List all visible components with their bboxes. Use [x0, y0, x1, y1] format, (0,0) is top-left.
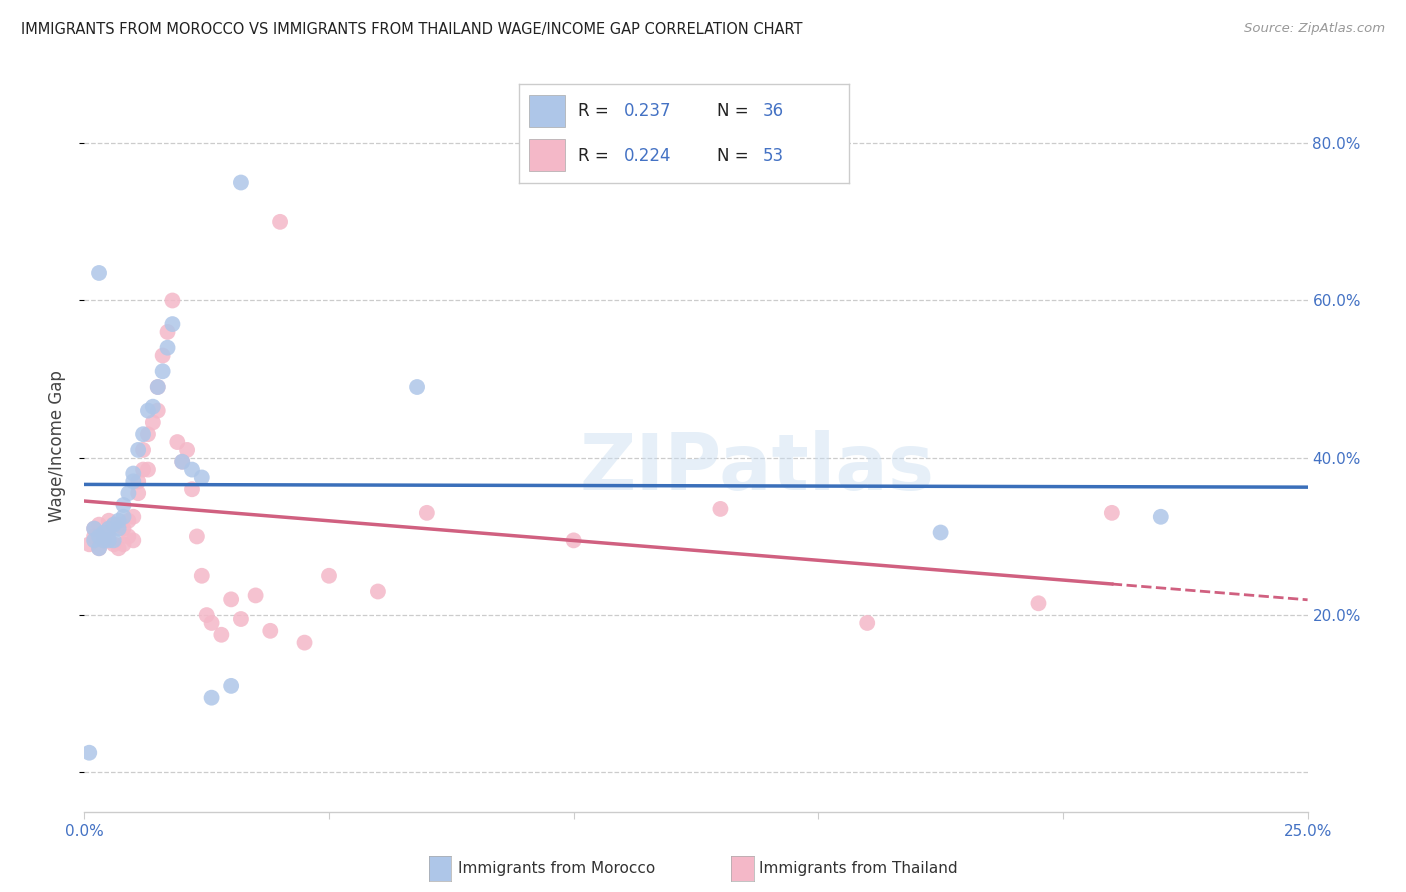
- Point: [97, 522, 120, 536]
- Point: [176, 442, 198, 457]
- Point: [107, 517, 129, 532]
- Text: Immigrants from Thailand: Immigrants from Thailand: [759, 862, 957, 876]
- Point: [77, 746, 100, 760]
- Point: [162, 293, 184, 308]
- Point: [367, 584, 389, 599]
- Point: [103, 517, 125, 532]
- Point: [107, 541, 129, 556]
- Point: [200, 690, 222, 705]
- Point: [856, 615, 879, 630]
- Point: [93, 533, 115, 548]
- Point: [259, 624, 281, 638]
- Text: ZIPatlas: ZIPatlas: [579, 430, 935, 506]
- Point: [132, 442, 155, 457]
- Point: [127, 486, 149, 500]
- Point: [229, 612, 252, 626]
- Point: [117, 529, 139, 543]
- Point: [107, 514, 129, 528]
- Point: [132, 462, 155, 476]
- Point: [195, 608, 218, 623]
- Point: [87, 541, 110, 556]
- Point: [156, 341, 179, 355]
- Point: [200, 615, 222, 630]
- Text: IMMIGRANTS FROM MOROCCO VS IMMIGRANTS FROM THAILAND WAGE/INCOME GAP CORRELATION : IMMIGRANTS FROM MOROCCO VS IMMIGRANTS FR…: [21, 22, 803, 37]
- Point: [107, 522, 129, 536]
- Point: [186, 529, 208, 543]
- Point: [416, 506, 439, 520]
- Point: [103, 517, 125, 532]
- Point: [122, 533, 145, 548]
- Point: [103, 533, 125, 548]
- Point: [77, 537, 100, 551]
- Point: [83, 533, 105, 548]
- Point: [136, 403, 159, 417]
- Point: [152, 349, 174, 363]
- Point: [83, 522, 105, 536]
- Point: [1101, 506, 1123, 520]
- Point: [294, 635, 316, 649]
- Point: [152, 364, 174, 378]
- Point: [1028, 596, 1050, 610]
- Point: [166, 435, 188, 450]
- Point: [83, 522, 105, 536]
- Point: [406, 380, 429, 394]
- Point: [191, 568, 214, 582]
- Point: [87, 517, 110, 532]
- Point: [172, 455, 194, 469]
- Point: [112, 509, 135, 524]
- Point: [562, 533, 585, 548]
- Point: [172, 455, 194, 469]
- Point: [97, 533, 120, 548]
- Point: [122, 475, 145, 489]
- Point: [142, 400, 165, 414]
- Point: [156, 325, 179, 339]
- Point: [112, 498, 135, 512]
- Point: [181, 462, 204, 476]
- Point: [87, 266, 110, 280]
- Point: [122, 467, 145, 481]
- Point: [269, 215, 291, 229]
- Point: [146, 380, 169, 394]
- Point: [117, 514, 139, 528]
- Point: [191, 470, 214, 484]
- Point: [146, 380, 169, 394]
- Text: Immigrants from Morocco: Immigrants from Morocco: [458, 862, 655, 876]
- Point: [117, 486, 139, 500]
- Point: [112, 522, 135, 536]
- Point: [162, 317, 184, 331]
- Point: [219, 679, 242, 693]
- Y-axis label: Wage/Income Gap: Wage/Income Gap: [48, 370, 66, 522]
- Point: [83, 529, 105, 543]
- Point: [132, 427, 155, 442]
- Point: [245, 589, 267, 603]
- Point: [112, 537, 135, 551]
- Point: [1150, 509, 1173, 524]
- Point: [136, 427, 159, 442]
- Point: [709, 502, 731, 516]
- Point: [122, 509, 145, 524]
- Point: [318, 568, 340, 582]
- Point: [219, 592, 242, 607]
- Point: [127, 475, 149, 489]
- Point: [229, 176, 252, 190]
- Point: [146, 403, 169, 417]
- Point: [136, 462, 159, 476]
- Point: [93, 525, 115, 540]
- Point: [97, 514, 120, 528]
- Point: [93, 533, 115, 548]
- Text: Source: ZipAtlas.com: Source: ZipAtlas.com: [1244, 22, 1385, 36]
- Point: [929, 525, 952, 540]
- Point: [127, 442, 149, 457]
- Point: [181, 482, 204, 496]
- Point: [97, 525, 120, 540]
- Point: [87, 541, 110, 556]
- Point: [103, 537, 125, 551]
- Point: [87, 529, 110, 543]
- Point: [142, 416, 165, 430]
- Point: [209, 628, 232, 642]
